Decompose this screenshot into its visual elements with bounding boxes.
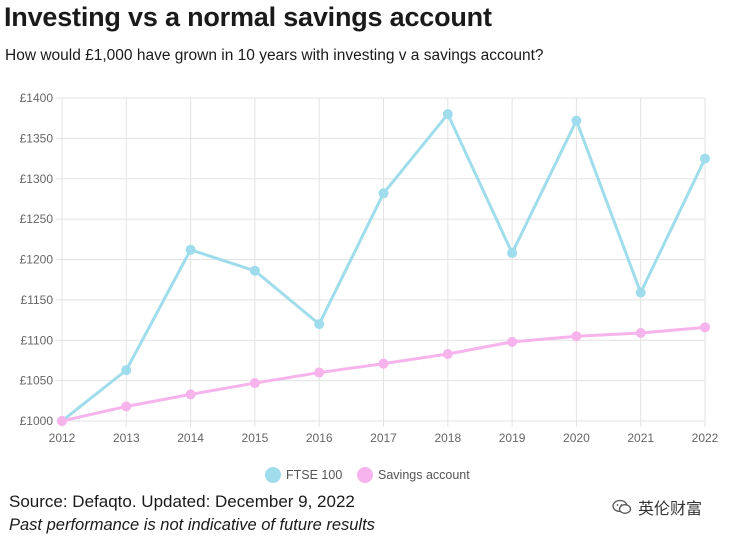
x-tick-label: 2019 [499,431,526,445]
data-point-ftse-100[interactable] [507,248,518,259]
data-point-savings-account[interactable] [121,401,132,412]
data-point-ftse-100[interactable] [185,244,196,255]
x-tick-label: 2018 [434,431,461,445]
chart-title: Investing vs a normal savings account [4,2,492,32]
legend-label-ftse-100[interactable]: FTSE 100 [286,468,342,482]
y-tick-label: £1200 [20,253,54,267]
y-tick-label: £1250 [20,212,54,226]
x-tick-label: 2017 [370,431,397,445]
x-tick-label: 2012 [49,431,76,445]
data-point-ftse-100[interactable] [571,115,582,126]
line-chart: £1000 £1050 £1100 £1150 £1200 £1250 £1300 £1350… [20,91,719,483]
chart-subtitle: How would £1,000 have grown in 10 years … [5,47,544,64]
data-point-savings-account[interactable] [249,378,260,389]
y-tick-label: £1350 [20,131,54,145]
series [57,109,710,426]
data-point-ftse-100[interactable] [442,109,453,120]
data-point-ftse-100[interactable] [121,365,132,376]
grid [56,97,706,427]
data-point-savings-account[interactable] [571,331,582,342]
data-point-ftse-100[interactable] [700,153,710,164]
x-tick-label: 2014 [177,431,204,445]
source-note: Source: Defaqto. Updated: December 9, 20… [9,492,355,511]
watermark: 英伦财富 [612,495,702,519]
legend-swatch-savings-account[interactable] [357,467,373,483]
x-tick-label: 2015 [242,431,269,445]
data-point-savings-account[interactable] [442,348,453,359]
data-point-savings-account[interactable] [635,327,646,338]
data-point-ftse-100[interactable] [635,287,646,298]
disclaimer-note: Past performance is not indicative of fu… [9,516,375,534]
legend-label-savings-account[interactable]: Savings account [378,468,470,482]
data-point-savings-account[interactable] [700,322,710,333]
data-point-savings-account[interactable] [57,416,67,426]
watermark-text: 英伦财富 [638,501,703,518]
data-point-ftse-100[interactable] [249,265,260,276]
y-tick-label: £1050 [20,374,54,388]
y-tick-label: £1150 [21,293,54,307]
legend-swatch-ftse-100[interactable] [265,467,281,483]
x-tick-label: 2022 [692,431,719,445]
data-point-savings-account[interactable] [185,389,196,400]
y-tick-label: £1100 [21,333,54,347]
x-tick-label: 2020 [563,431,590,445]
data-point-ftse-100[interactable] [314,319,325,330]
data-point-savings-account[interactable] [314,367,325,378]
wechat-icon [612,499,632,514]
data-point-savings-account[interactable] [507,336,518,347]
y-tick-label: £1400 [20,91,54,105]
x-tick-label: 2021 [627,431,654,445]
x-tick-label: 2016 [306,431,333,445]
axes: £1000 £1050 £1100 £1150 £1200 £1250 £1300 £1350… [20,91,719,445]
x-tick-label: 2013 [113,431,140,445]
y-tick-label: £1000 [20,414,54,428]
data-point-savings-account[interactable] [378,358,389,369]
data-point-ftse-100[interactable] [378,188,389,199]
y-tick-label: £1300 [20,172,54,186]
legend[interactable]: FTSE 100 Savings account [265,467,470,483]
